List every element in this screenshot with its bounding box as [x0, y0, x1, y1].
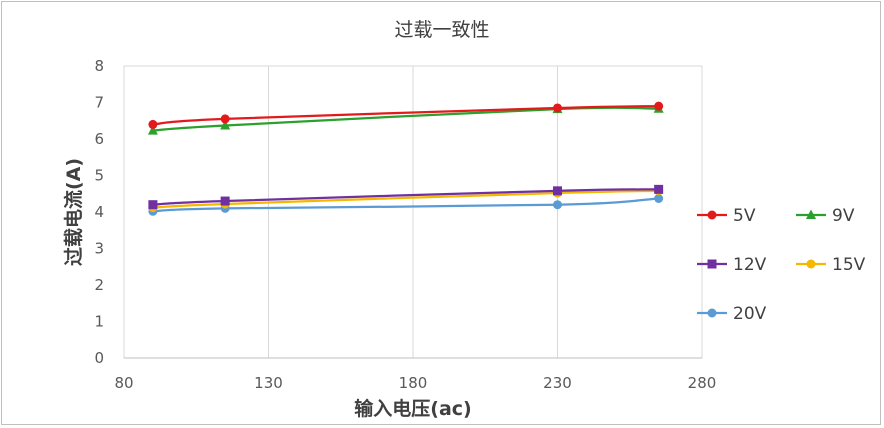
series-group — [147, 101, 664, 216]
y-tick-label: 8 — [94, 57, 104, 75]
legend-label: 9V — [832, 206, 855, 226]
y-tick-label: 1 — [94, 313, 104, 331]
y-tick-label: 0 — [94, 349, 104, 367]
data-point — [654, 101, 664, 111]
legend-marker — [707, 308, 717, 318]
data-point — [654, 193, 664, 203]
legend: 5V 9V 12V 15V 20V — [697, 206, 866, 324]
x-tick-label: 180 — [399, 374, 428, 392]
legend-label: 15V — [832, 255, 866, 275]
y-tick-label: 2 — [94, 276, 104, 294]
data-point — [553, 200, 562, 210]
y-axis-title: 过载电流(A) — [62, 158, 85, 266]
x-tick-label: 130 — [254, 374, 283, 392]
y-tick-label: 3 — [94, 240, 104, 258]
series-line — [152, 197, 659, 213]
x-tick-label: 280 — [688, 374, 717, 392]
x-tick-label: 230 — [543, 374, 572, 392]
y-tick-label: 4 — [94, 203, 104, 221]
x-tick-label: 80 — [114, 374, 133, 392]
series-line — [152, 106, 659, 132]
series-5v — [148, 101, 664, 129]
legend-marker — [806, 209, 816, 219]
series-line — [152, 105, 659, 126]
legend-item-20v: 20V — [697, 304, 767, 324]
legend-marker — [707, 210, 717, 220]
x-axis-title: 输入电压(ac) — [354, 397, 471, 420]
legend-marker — [707, 259, 717, 269]
series-line — [152, 189, 659, 209]
legend-item-15v: 15V — [796, 255, 866, 275]
data-point — [553, 186, 562, 196]
series-line — [152, 188, 659, 206]
chart-title: 过载一致性 — [394, 19, 489, 41]
data-point — [148, 119, 158, 129]
series-12v — [148, 184, 664, 210]
legend-marker — [806, 259, 816, 269]
data-point — [220, 119, 231, 130]
y-tick-label: 7 — [94, 94, 104, 112]
tick-labels: 80 130 180 230 280 0 1 2 3 4 5 6 7 8 — [94, 57, 716, 392]
data-point — [553, 103, 562, 113]
data-point — [220, 114, 230, 124]
gridlines — [123, 65, 703, 359]
legend-label: 12V — [733, 255, 767, 275]
legend-item-12v: 12V — [697, 255, 767, 275]
y-tick-label: 6 — [94, 130, 104, 148]
legend-item-9v: 9V — [796, 206, 855, 226]
data-point — [148, 200, 158, 210]
data-point — [220, 196, 230, 206]
data-point — [147, 125, 158, 135]
legend-label: 20V — [733, 304, 767, 324]
y-tick-label: 5 — [94, 167, 104, 185]
data-point — [654, 184, 664, 194]
legend-label: 5V — [733, 206, 756, 226]
legend-item-5v: 5V — [697, 206, 756, 226]
